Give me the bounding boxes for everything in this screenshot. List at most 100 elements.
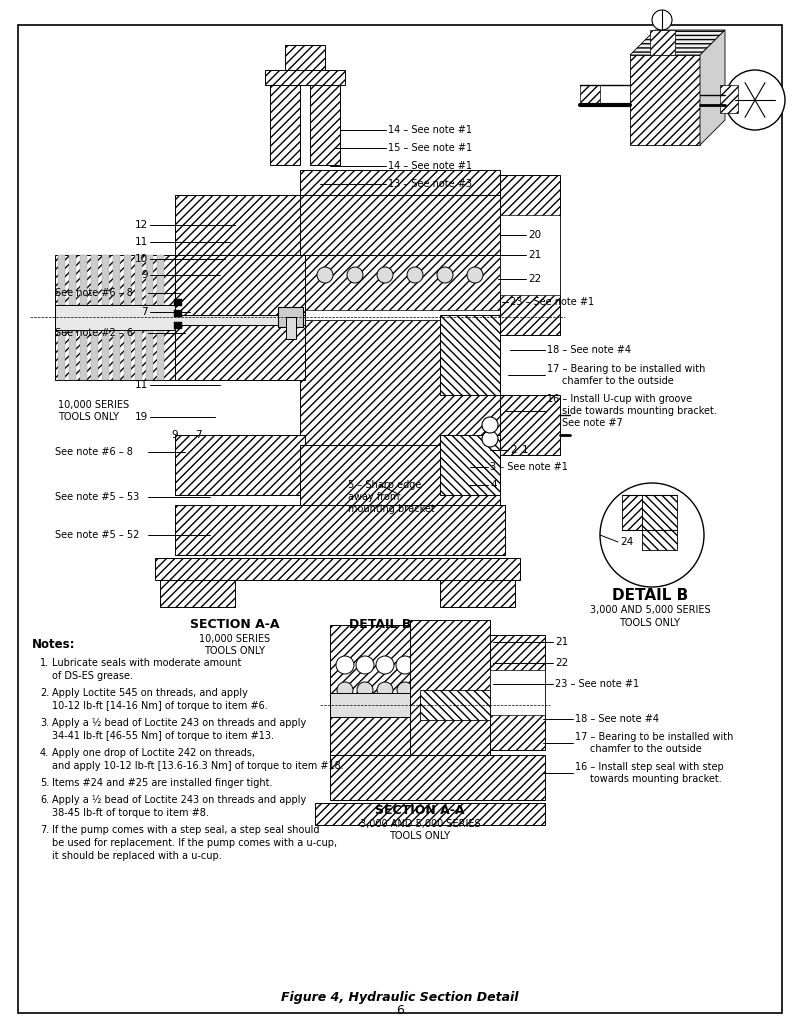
Text: it should be replaced with a u-cup.: it should be replaced with a u-cup.: [52, 851, 222, 861]
Bar: [278, 307, 303, 327]
Text: 19: 19: [134, 412, 148, 422]
Bar: [102, 255, 109, 305]
Bar: [102, 330, 109, 380]
Text: Apply a ½ bead of Loctite 243 on threads and apply: Apply a ½ bead of Loctite 243 on threads…: [52, 795, 306, 805]
Bar: [175, 505, 505, 555]
Bar: [175, 195, 305, 255]
Circle shape: [437, 267, 453, 283]
Bar: [91, 330, 98, 380]
Text: DETAIL B: DETAIL B: [349, 619, 411, 631]
Text: 10-12 lb-ft [14-16 Nm] of torque to item #6.: 10-12 lb-ft [14-16 Nm] of torque to item…: [52, 701, 268, 711]
Bar: [265, 70, 345, 85]
Bar: [91, 255, 98, 305]
Text: be used for replacement. If the pump comes with a u-cup,: be used for replacement. If the pump com…: [52, 838, 337, 848]
Bar: [440, 580, 515, 607]
Text: See note #2 – 6: See note #2 – 6: [55, 328, 133, 338]
Text: Lubricate seals with moderate amount: Lubricate seals with moderate amount: [52, 658, 242, 668]
Bar: [315, 803, 545, 825]
Bar: [285, 45, 325, 70]
Bar: [58, 330, 65, 380]
Bar: [310, 80, 340, 165]
Bar: [420, 690, 490, 720]
Circle shape: [347, 267, 363, 283]
Text: 2: 2: [510, 445, 517, 455]
Bar: [175, 435, 305, 495]
Bar: [500, 215, 560, 295]
Text: and apply 10-12 lb-ft [13.6-16.3 Nm] of torque to item #18.: and apply 10-12 lb-ft [13.6-16.3 Nm] of …: [52, 761, 344, 771]
Bar: [300, 170, 500, 315]
Bar: [58, 255, 65, 305]
Text: DETAIL B: DETAIL B: [612, 588, 688, 602]
Circle shape: [407, 267, 423, 283]
Bar: [500, 395, 560, 455]
Circle shape: [317, 267, 333, 283]
Text: side towards mounting bracket.: side towards mounting bracket.: [562, 406, 717, 416]
Text: 4.: 4.: [40, 748, 49, 758]
Circle shape: [316, 221, 334, 239]
Circle shape: [336, 656, 354, 674]
Bar: [174, 310, 182, 317]
Circle shape: [396, 656, 414, 674]
Text: Apply one drop of Loctite 242 on threads,: Apply one drop of Loctite 242 on threads…: [52, 748, 255, 758]
Bar: [642, 495, 677, 550]
Bar: [80, 330, 87, 380]
Circle shape: [346, 221, 364, 239]
Text: 9: 9: [142, 270, 148, 280]
Text: See note #5 – 52: See note #5 – 52: [55, 530, 139, 540]
Text: TOOLS ONLY: TOOLS ONLY: [619, 618, 681, 628]
Text: 9: 9: [172, 430, 178, 440]
Bar: [330, 693, 410, 717]
Bar: [69, 330, 76, 380]
Text: 1.: 1.: [40, 658, 49, 668]
Circle shape: [376, 656, 394, 674]
Text: See note #6 – 8: See note #6 – 8: [55, 447, 133, 457]
Text: 5 – Sharp edge: 5 – Sharp edge: [348, 480, 422, 490]
Text: Figure 4, Hydraulic Section Detail: Figure 4, Hydraulic Section Detail: [282, 990, 518, 1004]
Text: 3.: 3.: [40, 718, 49, 728]
Text: See note #5 – 53: See note #5 – 53: [55, 492, 139, 502]
Bar: [270, 80, 300, 165]
Text: 17 – Bearing to be installed with: 17 – Bearing to be installed with: [547, 364, 706, 374]
Text: Items #24 and #25 are installed finger tight.: Items #24 and #25 are installed finger t…: [52, 778, 273, 788]
Text: 5.: 5.: [40, 778, 50, 788]
Text: 6: 6: [396, 1004, 404, 1016]
Bar: [650, 30, 675, 55]
Bar: [157, 255, 164, 305]
Bar: [490, 635, 545, 750]
Text: 16 – Install U-cup with groove: 16 – Install U-cup with groove: [547, 394, 692, 404]
Bar: [155, 558, 520, 580]
Circle shape: [600, 483, 704, 587]
Bar: [630, 55, 700, 145]
Bar: [175, 255, 305, 315]
Circle shape: [397, 682, 413, 698]
Text: 7: 7: [142, 307, 148, 317]
Bar: [174, 322, 182, 329]
Bar: [69, 255, 76, 305]
Circle shape: [482, 417, 498, 433]
Circle shape: [357, 682, 373, 698]
Bar: [160, 580, 235, 607]
Bar: [300, 310, 500, 320]
Bar: [124, 255, 131, 305]
Bar: [300, 195, 500, 255]
Bar: [580, 85, 600, 105]
Text: 3,000 AND 5,000 SERIES: 3,000 AND 5,000 SERIES: [360, 819, 480, 829]
Circle shape: [337, 682, 353, 698]
Text: 21: 21: [555, 637, 568, 647]
Bar: [330, 755, 545, 800]
Text: See note #7: See note #7: [562, 418, 622, 428]
Text: 7: 7: [194, 430, 202, 440]
Bar: [300, 445, 500, 505]
Bar: [157, 330, 164, 380]
Circle shape: [466, 221, 484, 239]
Text: 15 – See note #1: 15 – See note #1: [388, 143, 472, 153]
Bar: [175, 325, 305, 380]
Text: 14 – See note #1: 14 – See note #1: [388, 125, 472, 135]
Text: 3 – See note #1: 3 – See note #1: [490, 462, 568, 472]
Text: See note #6 – 8: See note #6 – 8: [55, 288, 133, 298]
Text: towards mounting bracket.: towards mounting bracket.: [590, 774, 722, 783]
Bar: [146, 330, 153, 380]
Bar: [440, 435, 500, 495]
Text: 10: 10: [135, 254, 148, 264]
Text: 14 – See note #1: 14 – See note #1: [388, 161, 472, 171]
